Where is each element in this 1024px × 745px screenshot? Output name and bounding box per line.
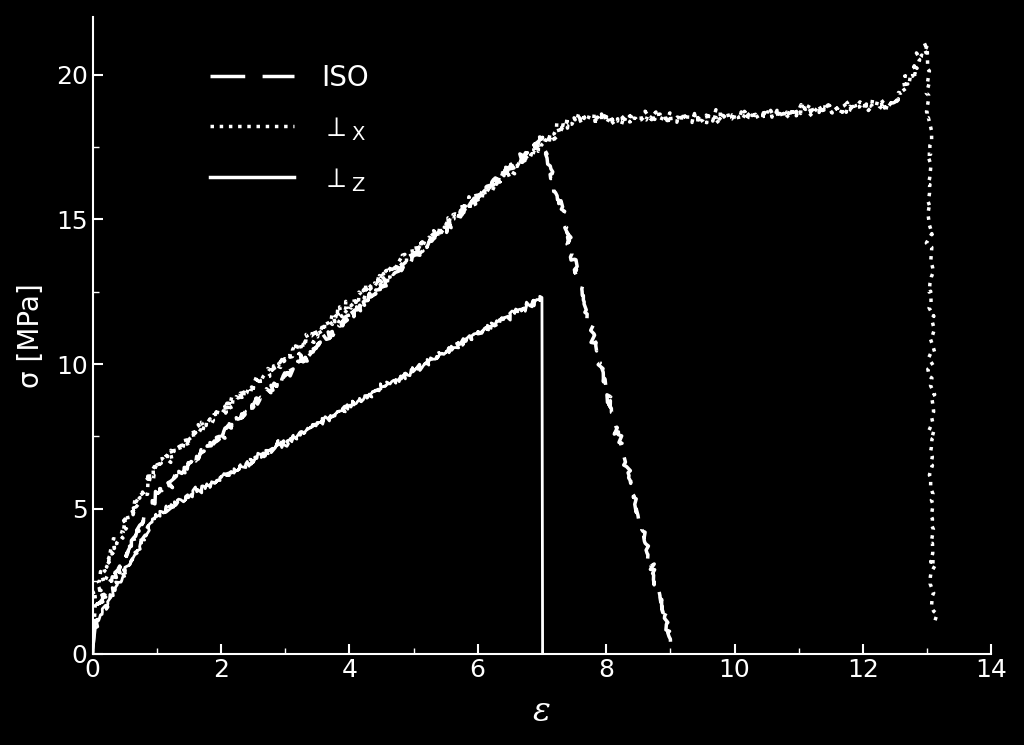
$\perp_{\mathrm{X}}$ — [921, 39, 933, 48]
$\perp_{\mathrm{Z}}$ — [101, 601, 114, 610]
$\perp_{\mathrm{Z}}$ — [537, 649, 549, 658]
Legend: ISO, $\perp_{\mathrm{X}}$, $\perp_{\mathrm{Z}}$: ISO, $\perp_{\mathrm{X}}$, $\perp_{\math… — [197, 50, 383, 208]
ISO — [652, 584, 665, 593]
ISO — [665, 644, 677, 653]
Line: $\perp_{\mathrm{X}}$: $\perp_{\mathrm{X}}$ — [92, 44, 937, 653]
ISO — [665, 649, 677, 658]
$\perp_{\mathrm{X}}$ — [318, 325, 331, 334]
$\perp_{\mathrm{X}}$ — [928, 620, 940, 629]
$\perp_{\mathrm{X}}$ — [86, 649, 98, 658]
X-axis label: ε: ε — [534, 697, 551, 729]
ISO — [243, 405, 255, 413]
ISO — [177, 467, 189, 476]
ISO — [534, 133, 546, 142]
$\perp_{\mathrm{X}}$ — [111, 539, 123, 548]
Y-axis label: σ [MPa]: σ [MPa] — [16, 283, 45, 387]
$\perp_{\mathrm{X}}$ — [785, 108, 798, 117]
$\perp_{\mathrm{X}}$ — [543, 134, 555, 143]
$\perp_{\mathrm{X}}$ — [879, 95, 891, 104]
$\perp_{\mathrm{X}}$ — [850, 102, 862, 111]
ISO — [332, 321, 344, 330]
Line: ISO: ISO — [92, 137, 671, 653]
$\perp_{\mathrm{Z}}$ — [376, 382, 388, 391]
Line: $\perp_{\mathrm{Z}}$: $\perp_{\mathrm{Z}}$ — [92, 297, 543, 653]
ISO — [545, 165, 557, 174]
$\perp_{\mathrm{Z}}$ — [347, 397, 359, 406]
$\perp_{\mathrm{Z}}$ — [348, 401, 360, 410]
$\perp_{\mathrm{Z}}$ — [86, 649, 98, 658]
$\perp_{\mathrm{Z}}$ — [139, 530, 152, 539]
ISO — [86, 649, 98, 658]
$\perp_{\mathrm{Z}}$ — [534, 292, 546, 301]
$\perp_{\mathrm{Z}}$ — [177, 497, 189, 506]
